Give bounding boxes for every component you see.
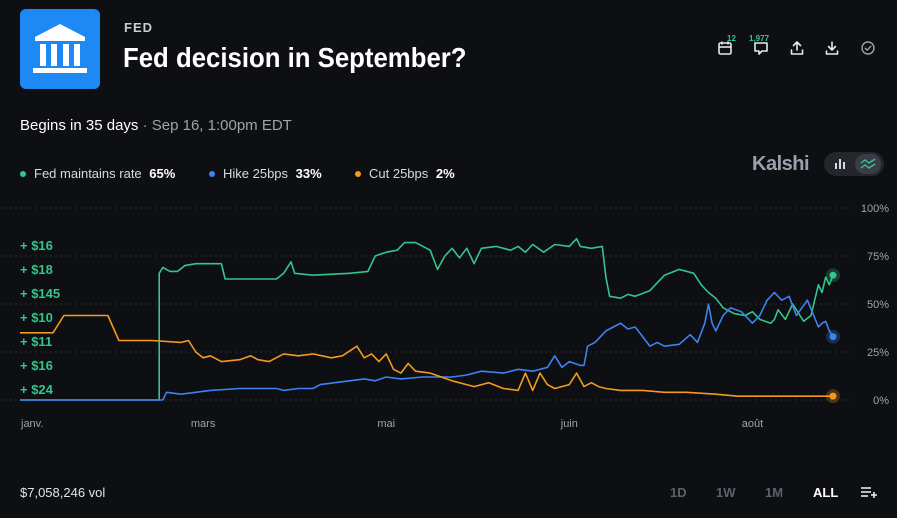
- x-tick-label: juin: [560, 418, 578, 430]
- comments-count-badge: 1,977: [749, 34, 770, 43]
- download-icon: [825, 41, 839, 55]
- chart-view-toggle: [824, 152, 884, 176]
- comment-icon: [754, 42, 768, 55]
- calendar-count-badge: 12: [727, 34, 736, 43]
- trade-label: + $11: [20, 334, 52, 349]
- trade-label: + $18: [20, 262, 53, 277]
- y-tick-label: 75%: [867, 251, 889, 263]
- x-axis: janv. mars mai juin août: [20, 418, 763, 430]
- share-button[interactable]: [785, 30, 811, 60]
- brand-wordmark: Kalshi: [752, 153, 810, 175]
- chart-grid: [0, 207, 852, 401]
- legend-item-cut[interactable]: Cut 25bps 2%: [355, 166, 455, 181]
- legend-value: 65%: [149, 166, 176, 181]
- trade-labels: + $16 + $18 + $145 + $10 + $11 + $16 + $24: [20, 238, 60, 397]
- legend-item-hike[interactable]: Hike 25bps 33%: [209, 166, 322, 181]
- begins-separator: ·: [138, 117, 152, 134]
- y-axis: 100% 75% 50% 25% 0%: [861, 203, 889, 407]
- y-tick-label: 0%: [873, 395, 889, 407]
- y-tick-label: 25%: [867, 347, 889, 359]
- range-all-button[interactable]: ALL: [813, 485, 839, 500]
- probability-chart[interactable]: + $16 + $18 + $145 + $10 + $11 + $16 + $24 jan…: [0, 195, 897, 440]
- series-line: [20, 237, 834, 401]
- series-line: [20, 314, 833, 397]
- legend-dot: [20, 170, 26, 177]
- chart-lines: [20, 237, 840, 404]
- trade-label: + $16: [20, 238, 53, 253]
- list-add-icon[interactable]: [859, 484, 879, 500]
- y-tick-label: 100%: [861, 203, 889, 215]
- begins-datetime: Sep 16, 1:00pm EDT: [151, 117, 292, 134]
- x-tick-label: août: [742, 418, 763, 430]
- comments-button[interactable]: 1,977: [749, 30, 775, 60]
- legend-value: 2%: [435, 166, 455, 181]
- page-title: Fed decision in September?: [123, 42, 467, 73]
- range-1d-button[interactable]: 1D: [670, 485, 687, 500]
- legend-label: Fed maintains rate: [34, 166, 142, 181]
- range-1w-button[interactable]: 1W: [716, 485, 736, 500]
- calendar-button[interactable]: 12: [713, 30, 739, 60]
- legend-label: Cut 25bps: [369, 166, 429, 181]
- x-tick-label: janv.: [20, 418, 43, 430]
- check-circle-icon: [861, 41, 875, 55]
- legend-label: Hike 25bps: [223, 166, 289, 181]
- calendar-icon: [718, 41, 732, 55]
- market-category: FED: [124, 20, 153, 35]
- event-timing: Begins in 35 days · Sep 16, 1:00pm EDT: [20, 117, 292, 134]
- legend-dot: [355, 170, 361, 177]
- bank-building-icon: [33, 24, 87, 73]
- series-end-point: [829, 333, 837, 341]
- bar-chart-icon: [835, 159, 845, 169]
- share-icon: [790, 41, 804, 55]
- legend-item-maintain[interactable]: Fed maintains rate 65%: [20, 166, 175, 181]
- line-chart-icon: [860, 158, 876, 169]
- series-line: [20, 291, 834, 401]
- resolved-button[interactable]: [856, 30, 882, 60]
- market-logo: [20, 9, 100, 89]
- x-tick-label: mars: [191, 418, 216, 430]
- download-button[interactable]: [820, 30, 846, 60]
- series-end-point: [829, 271, 837, 279]
- y-tick-label: 50%: [867, 299, 889, 311]
- series-end-point: [829, 392, 837, 400]
- trade-volume: $7,058,246 vol: [20, 485, 106, 500]
- trade-label: + $16: [20, 358, 53, 373]
- trade-label: + $145: [20, 286, 60, 301]
- line-view-button[interactable]: [855, 154, 881, 174]
- range-1m-button[interactable]: 1M: [765, 485, 784, 500]
- trade-label: + $10: [20, 310, 53, 325]
- x-tick-label: mai: [377, 418, 395, 430]
- begins-countdown: Begins in 35 days: [20, 117, 139, 134]
- legend-dot: [209, 170, 215, 177]
- legend-value: 33%: [295, 166, 322, 181]
- trade-label: + $24: [20, 382, 54, 397]
- bar-view-button[interactable]: [827, 154, 853, 174]
